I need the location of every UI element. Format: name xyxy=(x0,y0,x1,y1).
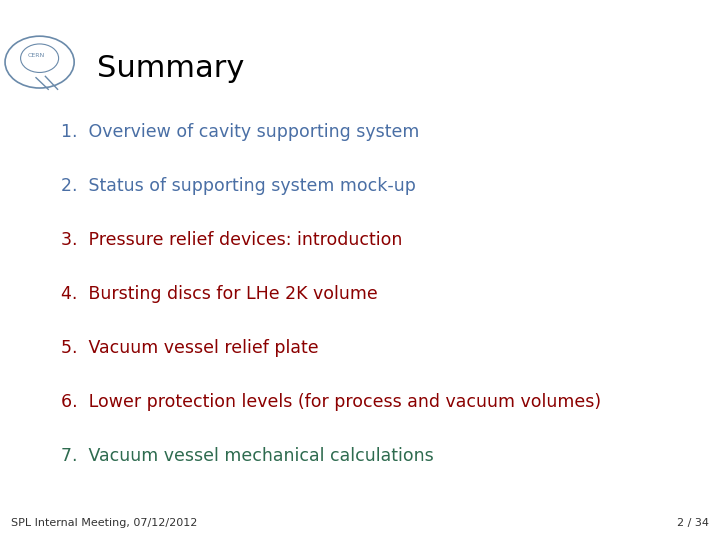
Text: Summary: Summary xyxy=(97,54,245,83)
Text: 6.  Lower protection levels (for process and vacuum volumes): 6. Lower protection levels (for process … xyxy=(61,393,601,411)
Text: 2.  Status of supporting system mock-up: 2. Status of supporting system mock-up xyxy=(61,177,416,195)
Text: SPL Internal Meeting, 07/12/2012: SPL Internal Meeting, 07/12/2012 xyxy=(11,518,197,528)
Text: 3.  Pressure relief devices: introduction: 3. Pressure relief devices: introduction xyxy=(61,231,402,249)
Text: CERN: CERN xyxy=(27,53,45,58)
Text: 1.  Overview of cavity supporting system: 1. Overview of cavity supporting system xyxy=(61,123,420,141)
Text: 7.  Vacuum vessel mechanical calculations: 7. Vacuum vessel mechanical calculations xyxy=(61,447,434,465)
Text: 2 / 34: 2 / 34 xyxy=(678,518,709,528)
Text: 4.  Bursting discs for LHe 2K volume: 4. Bursting discs for LHe 2K volume xyxy=(61,285,378,303)
Text: 5.  Vacuum vessel relief plate: 5. Vacuum vessel relief plate xyxy=(61,339,319,357)
